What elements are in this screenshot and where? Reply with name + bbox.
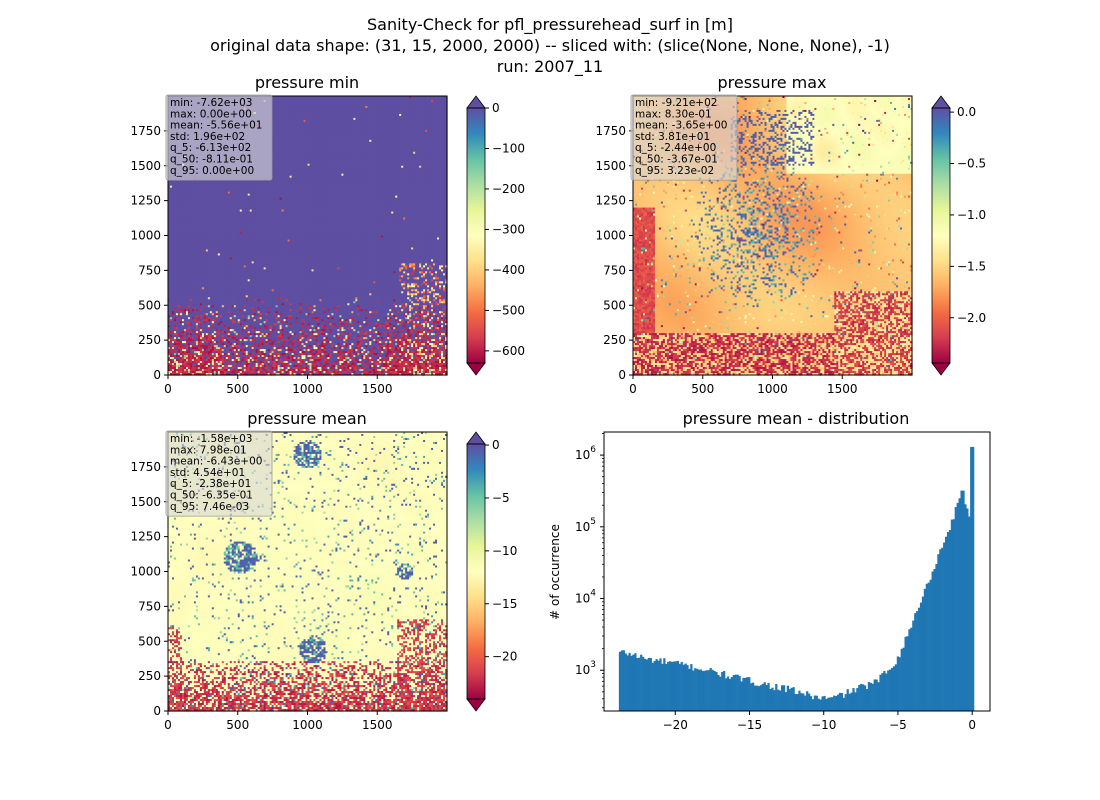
panel-pressure-min: pressure min 0 500 1000 1500025050075010001… [130, 73, 525, 396]
figure-title-line-3: run: 2007_11 [497, 57, 603, 77]
figure: Sanity-Check for pfl_pressurehead_surf i… [0, 0, 1100, 800]
figure-title-line-2: original data shape: (31, 15, 2000, 2000… [210, 36, 890, 55]
figure-title-line-1: Sanity-Check for pfl_pressurehead_surf i… [367, 15, 733, 35]
panel-title: pressure min [255, 73, 359, 92]
